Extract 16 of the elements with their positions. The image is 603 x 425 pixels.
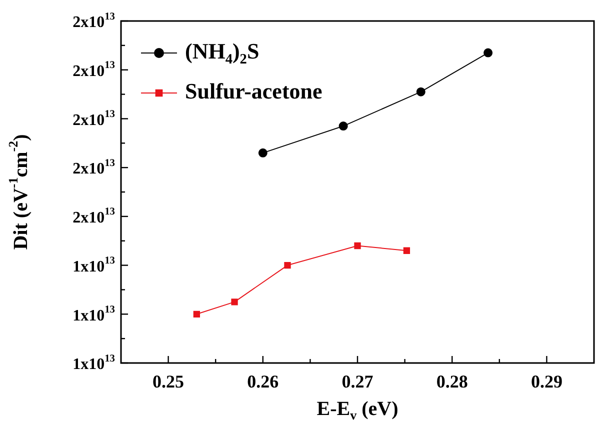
x-tick-label: 0.28 xyxy=(436,372,468,392)
x-tick-label: 0.29 xyxy=(530,372,562,392)
point xyxy=(284,262,291,269)
x-tick-label: 0.25 xyxy=(152,372,184,392)
point xyxy=(484,48,493,58)
point xyxy=(403,247,410,254)
legend-label: Sulfur-acetone xyxy=(185,78,323,104)
point xyxy=(416,87,426,96)
point xyxy=(231,298,238,306)
point xyxy=(258,148,268,158)
x-tick-label: 0.26 xyxy=(247,372,279,392)
y-axis-title: Dit (eV-1cm-2) xyxy=(5,134,32,250)
point xyxy=(354,242,361,250)
x-tick-label: 0.27 xyxy=(342,372,374,392)
point xyxy=(338,122,348,131)
point xyxy=(193,310,200,318)
